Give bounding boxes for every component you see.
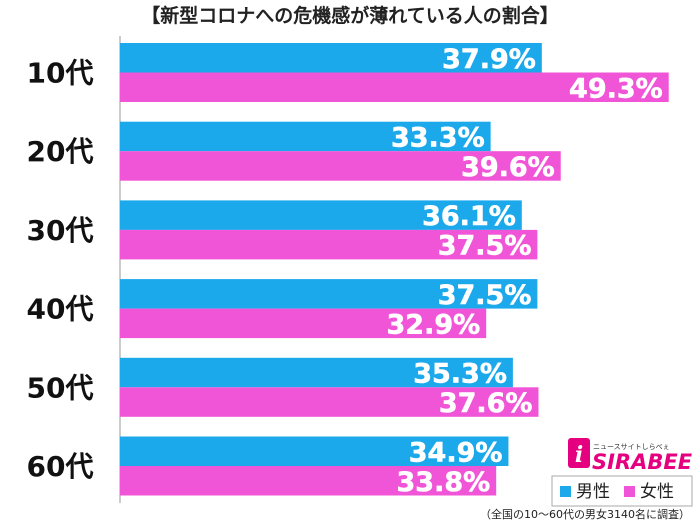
bar-male-0 bbox=[120, 43, 542, 73]
value-label-male-1: 33.3% bbox=[391, 122, 485, 153]
bar-female-3 bbox=[120, 308, 487, 339]
bar-female-1 bbox=[120, 151, 561, 181]
value-label-female-5: 33.8% bbox=[397, 467, 491, 498]
bar-male-1 bbox=[120, 121, 491, 152]
category-label-2: 30代 bbox=[27, 214, 94, 247]
bars-group: 37.9%49.3%33.3%39.6%36.1%37.5%37.5%32.9%… bbox=[120, 43, 669, 498]
bar-male-5 bbox=[120, 436, 509, 466]
legend-swatch-female bbox=[624, 486, 635, 497]
logo-mark-glyph: i bbox=[575, 442, 583, 468]
value-label-male-5: 34.9% bbox=[409, 437, 503, 468]
legend-swatch-male bbox=[560, 486, 571, 497]
category-label-1: 20代 bbox=[27, 135, 94, 168]
legend: 男性 女性 bbox=[551, 475, 693, 507]
category-label-5: 60代 bbox=[27, 450, 94, 483]
chart-title: 【新型コロナへの危機感が薄れている人の割合】 bbox=[141, 4, 558, 27]
value-label-female-1: 39.6% bbox=[461, 152, 555, 183]
value-label-male-0: 37.9% bbox=[442, 44, 536, 75]
value-label-female-2: 37.5% bbox=[438, 231, 532, 262]
value-label-female-4: 37.6% bbox=[439, 388, 533, 419]
legend-label-female: 女性 bbox=[640, 482, 674, 502]
bar-male-2 bbox=[120, 200, 522, 230]
legend-label-male: 男性 bbox=[576, 482, 610, 502]
bar-male-4 bbox=[120, 357, 513, 388]
bar-female-2 bbox=[120, 229, 538, 260]
category-label-3: 40代 bbox=[27, 293, 94, 326]
category-labels: 10代 20代 30代 40代 50代 60代 bbox=[27, 57, 94, 484]
logo-brand: SIRABEE bbox=[592, 450, 693, 474]
value-label-male-2: 36.1% bbox=[422, 201, 516, 232]
logo-mark bbox=[568, 438, 590, 468]
footnote: （全国の10～60代の男女3140名に調査） bbox=[480, 507, 690, 521]
value-label-male-4: 35.3% bbox=[413, 359, 507, 390]
sirabee-logo: i ニュースサイトしらべぇ SIRABEE bbox=[568, 438, 693, 474]
legend-box bbox=[551, 475, 693, 507]
category-label-4: 50代 bbox=[27, 371, 94, 404]
bar-female-5 bbox=[120, 466, 497, 496]
category-label-0: 10代 bbox=[27, 57, 94, 90]
bar-female-4 bbox=[120, 387, 539, 417]
logo-tagline: ニュースサイトしらべぇ bbox=[593, 443, 670, 451]
value-label-female-3: 32.9% bbox=[387, 309, 481, 340]
bar-male-3 bbox=[120, 279, 538, 309]
bar-female-0 bbox=[120, 72, 669, 102]
value-label-female-0: 49.3% bbox=[569, 73, 663, 104]
value-label-male-3: 37.5% bbox=[438, 280, 532, 311]
